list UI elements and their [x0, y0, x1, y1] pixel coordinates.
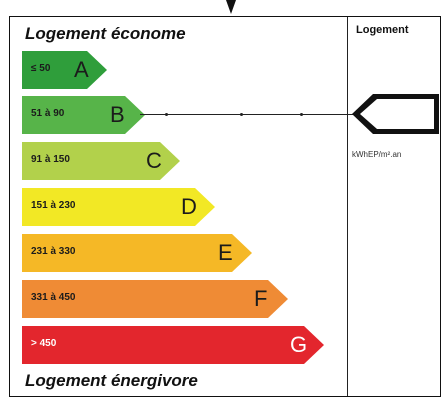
- top-arrow-icon: [226, 0, 236, 14]
- pointer-dot: [300, 113, 303, 116]
- energy-class-d-bar: 151 à 230 D: [22, 188, 215, 226]
- class-e-range: 231 à 330: [31, 246, 76, 257]
- economical-heading: Logement économe: [25, 24, 186, 43]
- energy-class-b-bar: 51 à 90 B: [22, 96, 145, 134]
- energy-class-g-bar: > 450 G: [22, 326, 324, 364]
- class-b-range: 51 à 90: [31, 108, 65, 119]
- class-g-range: > 450: [31, 338, 57, 349]
- energy-class-f-bar: 331 à 450 F: [22, 280, 288, 318]
- class-d-letter: D: [181, 194, 197, 219]
- class-e-letter: E: [218, 240, 233, 265]
- class-f-range: 331 à 450: [31, 292, 76, 303]
- current-class-indicator: [352, 94, 439, 134]
- class-a-range: ≤ 50: [31, 63, 51, 74]
- column-divider: [347, 17, 348, 396]
- class-a-letter: A: [74, 57, 89, 82]
- current-class-pointer-line: [140, 114, 366, 115]
- energy-class-a-bar: ≤ 50 A: [22, 51, 107, 89]
- pointer-dot: [165, 113, 168, 116]
- class-b-letter: B: [110, 102, 125, 127]
- class-c-range: 91 à 150: [31, 154, 70, 165]
- class-d-range: 151 à 230: [31, 200, 76, 211]
- class-f-letter: F: [254, 286, 268, 311]
- dwelling-column-title: Logement: [356, 24, 409, 36]
- energy-class-e-bar: 231 à 330 E: [22, 234, 252, 272]
- class-c-letter: C: [146, 148, 162, 173]
- class-g-letter: G: [290, 332, 308, 357]
- energy-intensive-heading: Logement énergivore: [25, 371, 198, 390]
- energy-class-c-bar: 91 à 150 C: [22, 142, 180, 180]
- pointer-dot: [240, 113, 243, 116]
- unit-label: kWhEP/m².an: [352, 150, 402, 159]
